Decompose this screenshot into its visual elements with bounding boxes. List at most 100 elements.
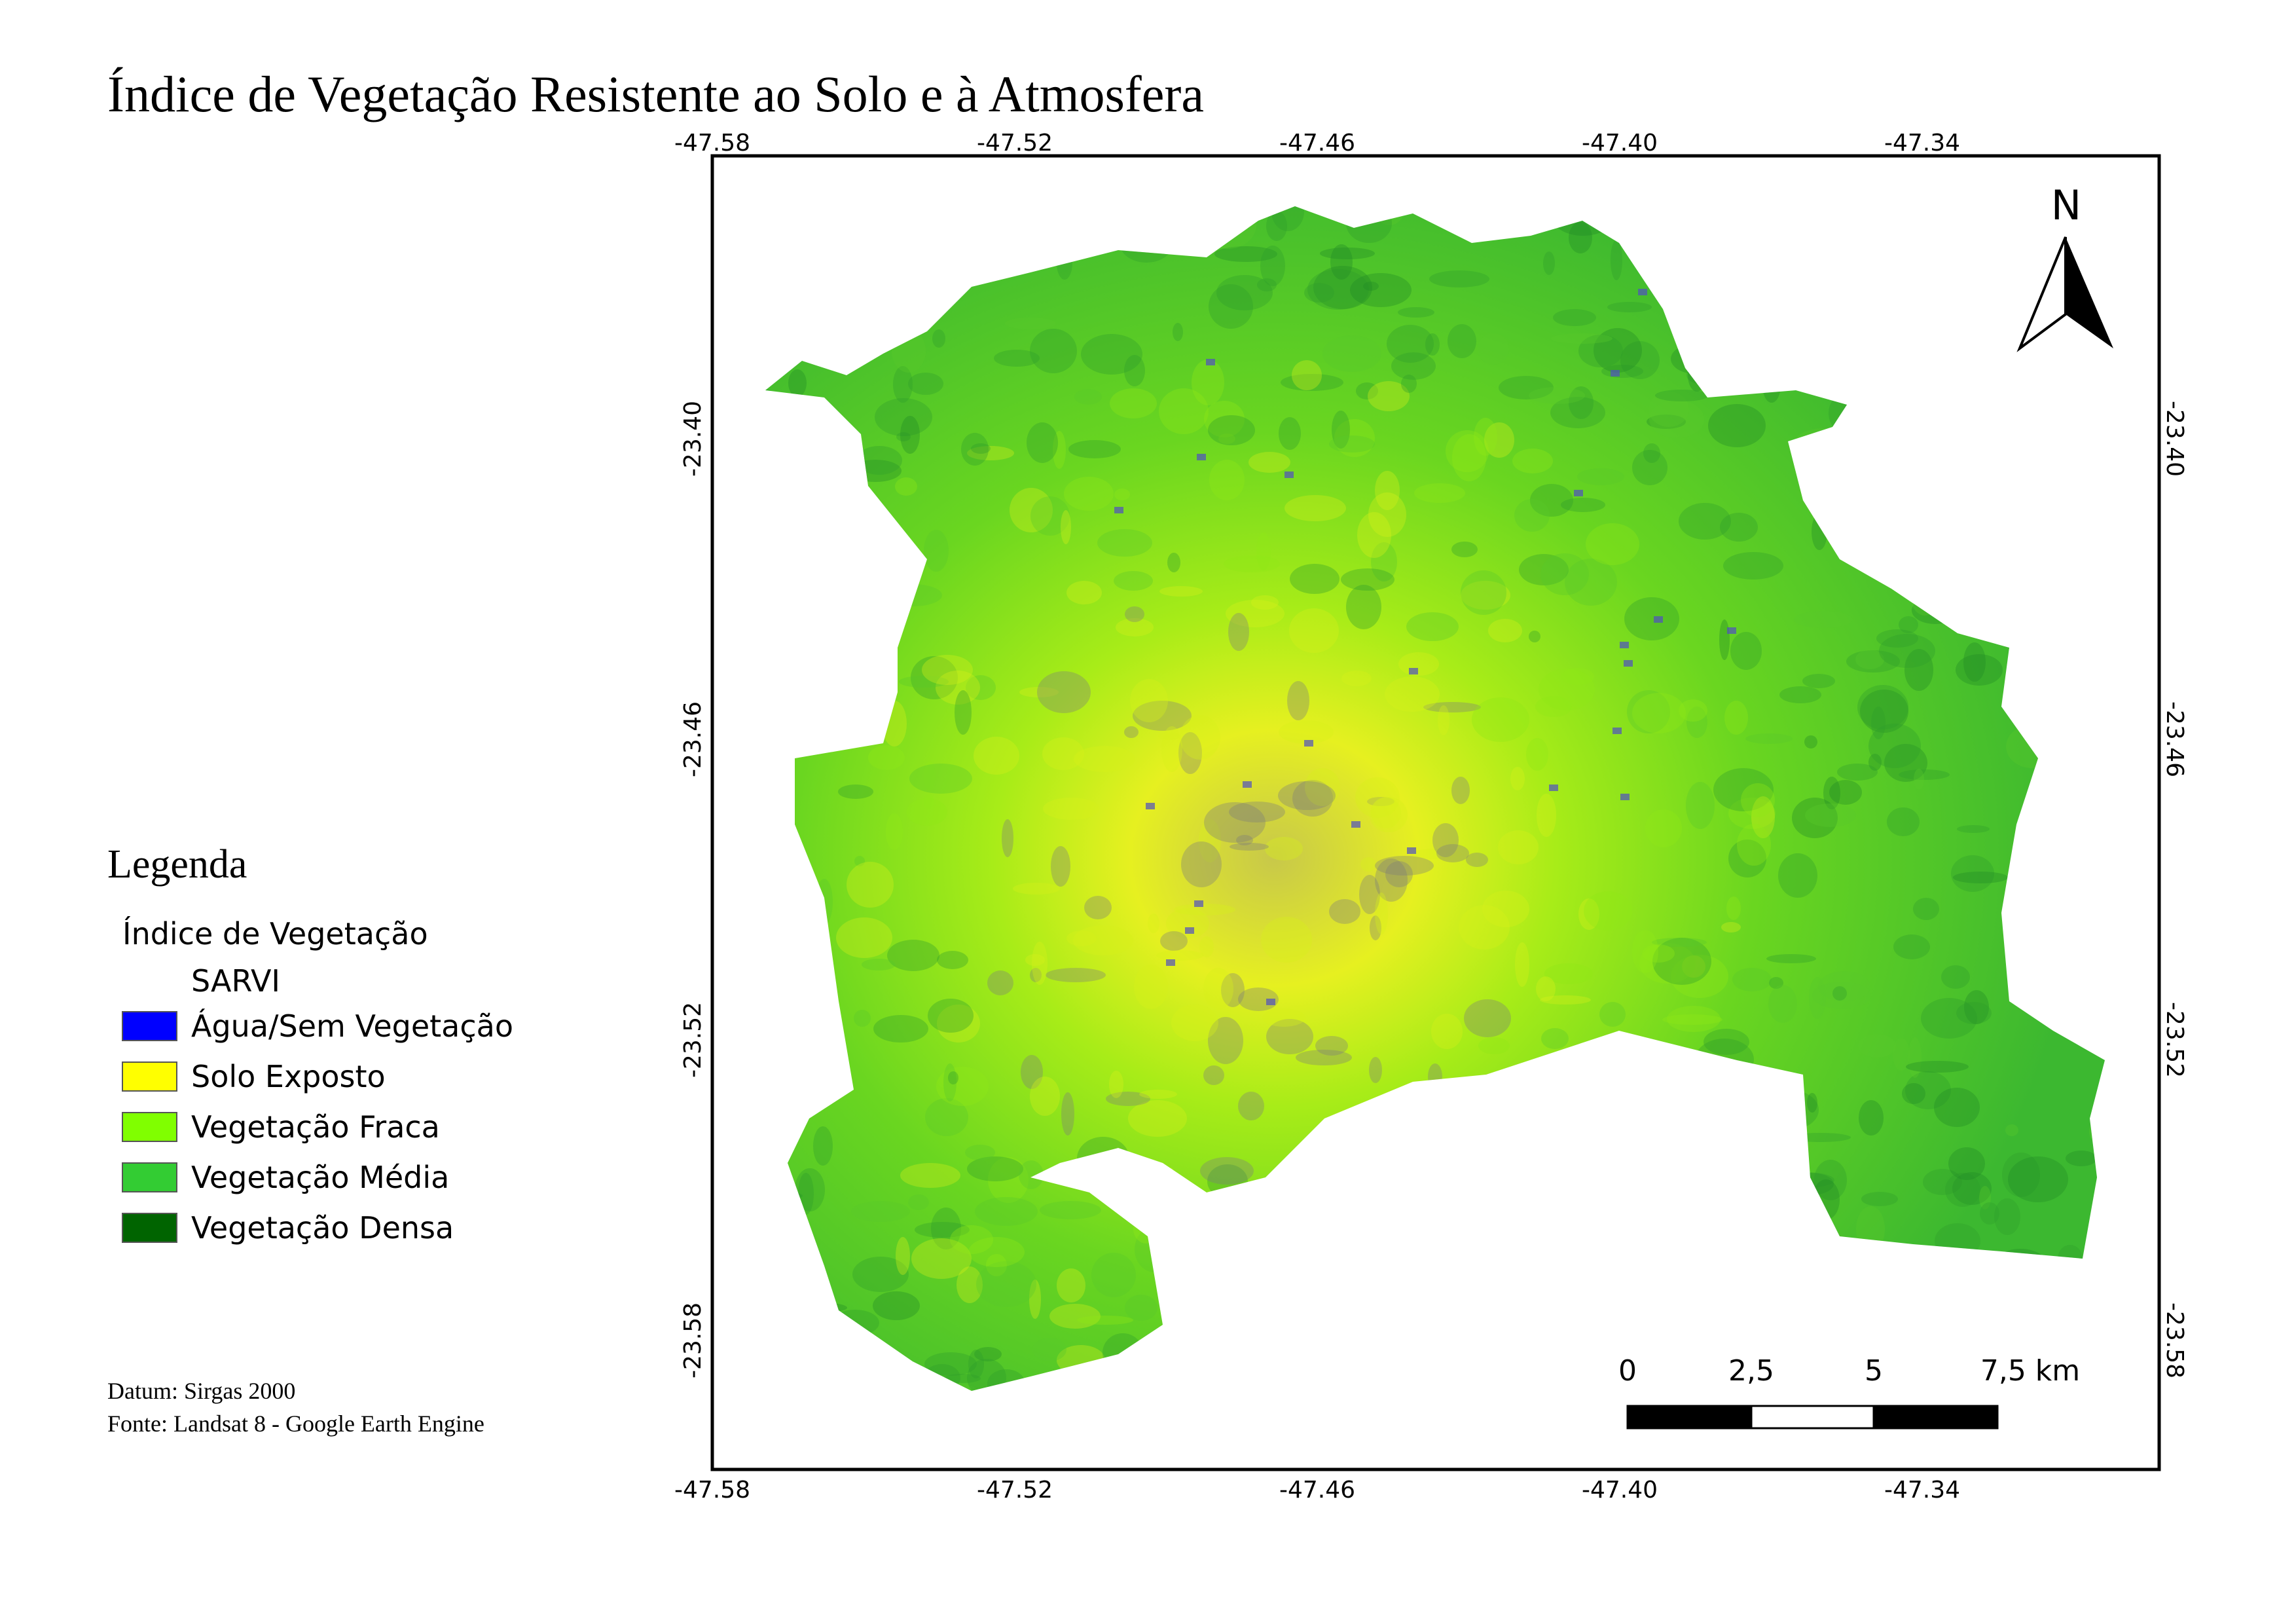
- texture-patch: [1356, 382, 1378, 399]
- texture-patch: [1884, 744, 1927, 782]
- texture-patch: [1726, 896, 1741, 920]
- legend-swatch: [122, 1213, 177, 1243]
- texture-patch: [1652, 938, 1711, 985]
- texture-patch: [1401, 375, 1417, 393]
- texture-patch: [1357, 512, 1391, 558]
- texture-patch: [1565, 559, 1617, 606]
- texture-patch: [1662, 1014, 1722, 1025]
- texture-patch: [1751, 796, 1775, 838]
- texture-patch: [1307, 269, 1369, 310]
- water-patch: [1654, 616, 1663, 623]
- texture-patch: [1474, 418, 1497, 456]
- texture-patch: [961, 433, 989, 466]
- texture-patch: [852, 1257, 909, 1292]
- texture-patch: [1482, 891, 1529, 927]
- texture-patch: [1114, 571, 1153, 591]
- texture-patch: [1908, 1037, 1922, 1078]
- texture-patch: [1208, 415, 1255, 445]
- texture-patch: [1029, 1280, 1041, 1319]
- texture-patch: [1171, 1005, 1218, 1041]
- texture-patch: [1368, 381, 1410, 411]
- texture-patch: [900, 416, 920, 454]
- texture-patch: [1200, 1157, 1254, 1185]
- texture-patch: [1438, 705, 1449, 735]
- texture-patch: [1110, 388, 1157, 418]
- texture-patch: [1084, 896, 1112, 919]
- texture-patch: [907, 798, 947, 826]
- texture-patch: [1535, 696, 1572, 717]
- texture-patch: [1204, 401, 1245, 437]
- texture-patch: [1902, 1083, 1925, 1104]
- texture-patch: [1868, 724, 1921, 768]
- texture-patch: [1768, 985, 1797, 1023]
- texture-patch: [1209, 460, 1245, 500]
- texture-patch: [1904, 649, 1933, 691]
- texture-patch: [1510, 767, 1525, 790]
- texture-patch: [1704, 1029, 1749, 1055]
- texture-patch: [896, 432, 911, 441]
- texture-patch: [1899, 769, 1950, 780]
- texture-patch: [1512, 449, 1553, 473]
- texture-patch: [1053, 431, 1066, 469]
- texture-patch: [1375, 858, 1408, 902]
- texture-patch: [944, 1374, 981, 1383]
- texture-patch: [868, 745, 905, 770]
- texture-patch: [1180, 715, 1220, 760]
- water-patch: [1407, 847, 1416, 854]
- texture-patch: [1952, 1172, 1992, 1205]
- texture-patch: [1332, 411, 1350, 449]
- texture-patch: [957, 1266, 983, 1303]
- top-lon-label: -47.40: [1582, 130, 1658, 157]
- texture-patch: [1682, 955, 1705, 978]
- water-patch: [1243, 781, 1252, 788]
- legend-swatch: [122, 1162, 177, 1192]
- texture-patch: [1030, 329, 1077, 373]
- texture-patch: [1216, 275, 1273, 310]
- texture-patch: [886, 813, 903, 850]
- water-patch: [1285, 471, 1294, 478]
- texture-patch: [1769, 977, 1783, 989]
- texture-patch: [967, 446, 1014, 460]
- texture-patch: [851, 1201, 910, 1222]
- texture-patch: [862, 959, 896, 970]
- texture-patch: [1203, 968, 1233, 1010]
- left-lat-label: -23.52: [680, 1002, 706, 1078]
- texture-patch: [1594, 328, 1642, 373]
- texture-patch: [1068, 440, 1121, 458]
- texture-patch: [1832, 986, 1847, 1001]
- texture-patch: [1586, 523, 1639, 565]
- texture-patch: [1945, 1173, 1980, 1207]
- right-lat-label: -23.58: [2161, 1302, 2188, 1378]
- texture-patch: [1792, 798, 1838, 838]
- texture-patch: [887, 940, 939, 971]
- texture-patch: [1679, 699, 1707, 722]
- texture-patch: [1794, 611, 1853, 628]
- legend-label: Vegetação Fraca: [191, 1109, 440, 1145]
- texture-patch: [1385, 861, 1413, 887]
- texture-patch: [974, 1347, 1002, 1361]
- texture-patch: [1304, 283, 1334, 303]
- legend-band: SARVI: [191, 963, 280, 999]
- water-patch: [1206, 359, 1215, 365]
- texture-patch: [1514, 499, 1550, 532]
- texture-patch: [1208, 1017, 1243, 1064]
- texture-patch: [1934, 1088, 1980, 1127]
- texture-patch: [1114, 489, 1130, 500]
- texture-patch: [1173, 323, 1183, 341]
- texture-patch: [924, 794, 934, 809]
- texture-patch: [1432, 823, 1459, 857]
- texture-patch: [1858, 1034, 1896, 1058]
- texture-patch: [1804, 735, 1817, 748]
- texture-patch: [1599, 1002, 1626, 1027]
- texture-patch: [1161, 726, 1182, 772]
- texture-patch: [1472, 697, 1529, 742]
- texture-patch: [1829, 780, 1862, 805]
- scale-label: 5: [1865, 1354, 1883, 1388]
- water-patch: [1185, 927, 1194, 934]
- texture-patch: [795, 1168, 825, 1211]
- texture-patch: [1446, 430, 1489, 472]
- texture-patch: [1539, 669, 1595, 710]
- texture-patch: [1248, 452, 1290, 473]
- texture-patch: [1921, 998, 1977, 1039]
